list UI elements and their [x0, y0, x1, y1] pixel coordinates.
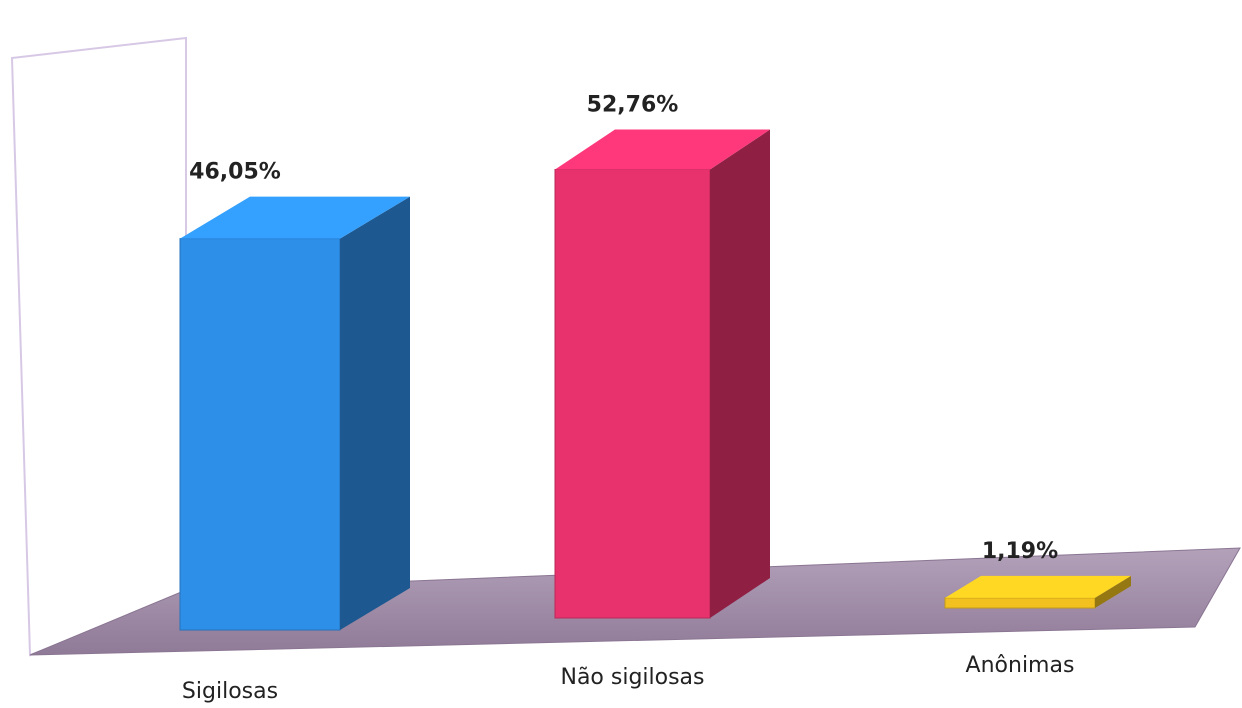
bar-1 — [179, 196, 410, 631]
bar-value-label: 52,76% — [587, 93, 679, 118]
chart-back-wall — [10, 36, 187, 657]
value-labels-layer: 46,05% 52,76% 1,19% — [189, 93, 1058, 564]
bar-side-face — [340, 196, 410, 630]
bar-front-face — [944, 597, 1096, 609]
bar-front-face — [554, 169, 711, 619]
bar-value-label: 1,19% — [982, 539, 1058, 564]
bar-side-face — [1095, 575, 1131, 608]
x-tick-label: Não sigilosas — [560, 665, 704, 690]
x-tick-label: Anônimas — [966, 653, 1075, 678]
x-tick-label: Sigilosas — [182, 679, 278, 704]
bar-2 — [554, 129, 770, 619]
bar-top-face — [945, 575, 1131, 598]
bar-top-face — [555, 129, 770, 170]
bar-3 — [944, 575, 1131, 609]
category-labels-layer: Sigilosas Não sigilosas Anônimas — [182, 653, 1075, 704]
bars-layer — [179, 129, 1131, 631]
bar-value-label: 46,05% — [189, 160, 281, 185]
bar-front-face — [179, 238, 341, 631]
bar-top-face — [180, 196, 410, 239]
bar-side-face — [710, 129, 770, 619]
